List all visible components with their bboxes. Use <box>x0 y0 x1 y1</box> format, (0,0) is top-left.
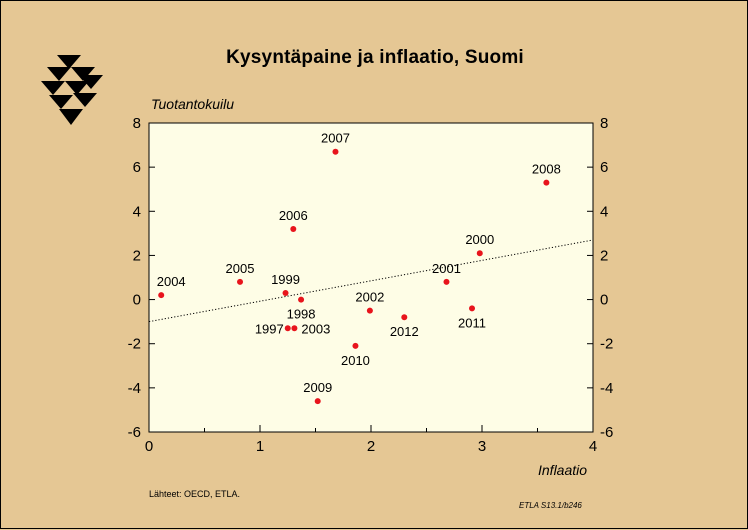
point-label-2006: 2006 <box>279 208 308 223</box>
data-point-2001 <box>443 278 450 285</box>
x-tick-label: 2 <box>367 438 375 455</box>
y-tick-label-left: 4 <box>133 203 141 220</box>
data-point-2005 <box>237 278 244 285</box>
y-tick-label-right: -6 <box>600 424 613 441</box>
point-label-2004: 2004 <box>157 274 186 289</box>
y-tick-label-right: 2 <box>600 247 608 264</box>
plot-area <box>148 122 594 433</box>
y-tick-label-left: 0 <box>133 292 141 309</box>
point-label-2012: 2012 <box>390 324 419 339</box>
x-axis-label: Inflaatio <box>538 462 588 478</box>
y-tick-label-left: 8 <box>133 115 141 132</box>
data-point-2004 <box>158 292 165 299</box>
data-point-2000 <box>476 250 483 257</box>
x-tick-label: 3 <box>478 438 486 455</box>
point-label-2003: 2003 <box>301 321 330 336</box>
y-tick-label-right: 8 <box>600 115 608 132</box>
data-point-1998 <box>298 296 305 303</box>
y-tick-label-left: -2 <box>128 336 141 353</box>
chart-title: Kysyntäpaine ja inflaatio, Suomi <box>226 47 524 68</box>
x-tick-label: 4 <box>589 438 597 455</box>
data-point-2011 <box>469 305 476 312</box>
y-tick-label-right: 0 <box>600 292 608 309</box>
data-point-2012 <box>401 314 408 321</box>
y-tick-label-left: -4 <box>128 380 141 397</box>
point-label-2005: 2005 <box>226 261 255 276</box>
data-point-2008 <box>543 179 550 186</box>
point-label-1998: 1998 <box>287 307 316 322</box>
y-tick-label-right: 6 <box>600 159 608 176</box>
y-tick-label-right: -2 <box>600 336 613 353</box>
x-tick-label: 0 <box>145 438 153 455</box>
etla-logo <box>41 55 103 125</box>
point-label-2001: 2001 <box>432 261 461 276</box>
source-note: Lähteet: OECD, ETLA. <box>149 489 241 499</box>
point-label-1997: 1997 <box>255 321 284 336</box>
point-label-2007: 2007 <box>321 131 350 146</box>
y-tick-label-right: -4 <box>600 380 613 397</box>
point-label-2000: 2000 <box>465 232 494 247</box>
y-tick-label-left: 6 <box>133 159 141 176</box>
data-point-2010 <box>352 342 359 349</box>
point-label-2009: 2009 <box>303 380 332 395</box>
chart-code: ETLA S13.1/b246 <box>519 501 582 510</box>
point-label-1999: 1999 <box>271 272 300 287</box>
y-tick-label-left: 2 <box>133 247 141 264</box>
point-label-2002: 2002 <box>355 290 384 305</box>
data-point-1999 <box>282 289 289 296</box>
data-point-2007 <box>332 148 339 155</box>
point-label-2010: 2010 <box>341 353 370 368</box>
y-axis-label: Tuotantokuilu <box>151 96 235 112</box>
point-label-2011: 2011 <box>458 315 486 330</box>
data-point-2006 <box>290 225 297 232</box>
data-point-2009 <box>314 398 321 405</box>
y-tick-label-right: 4 <box>600 203 608 220</box>
data-point-1997 <box>284 325 291 332</box>
data-point-2003 <box>291 325 298 332</box>
data-point-2002 <box>366 307 373 314</box>
point-label-2008: 2008 <box>532 162 561 177</box>
x-tick-label: 1 <box>256 438 264 455</box>
y-tick-label-left: -6 <box>128 424 141 441</box>
